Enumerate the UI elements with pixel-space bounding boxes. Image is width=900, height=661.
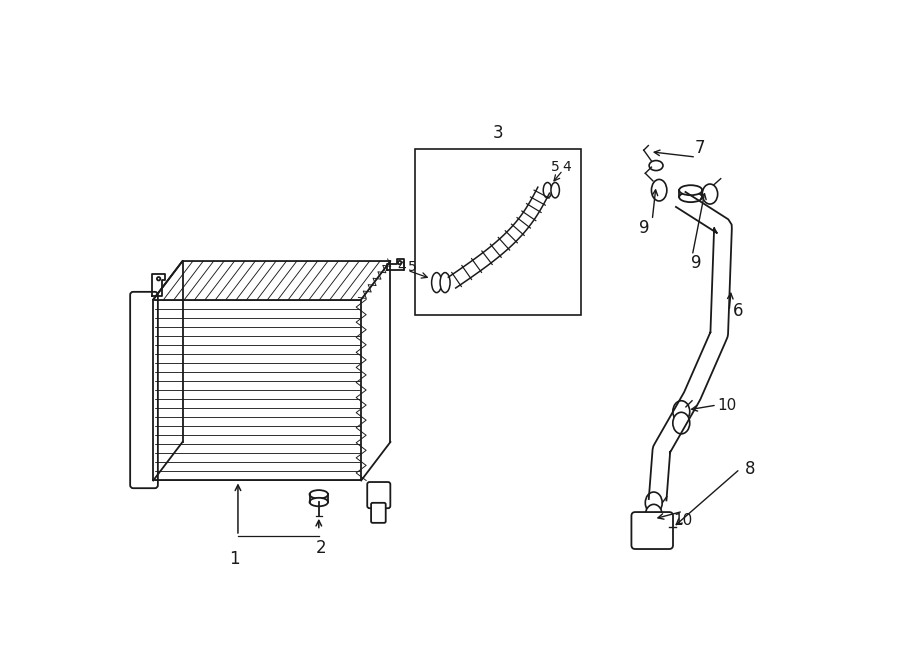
Text: 4: 4 (397, 260, 406, 274)
Ellipse shape (310, 498, 328, 506)
Text: 8: 8 (745, 460, 755, 478)
Ellipse shape (673, 401, 689, 422)
FancyBboxPatch shape (130, 292, 158, 488)
Text: 6: 6 (734, 302, 743, 320)
FancyBboxPatch shape (632, 512, 673, 549)
Ellipse shape (544, 182, 552, 198)
Ellipse shape (680, 192, 702, 202)
Text: 10: 10 (717, 397, 736, 412)
Text: 10: 10 (673, 513, 693, 528)
Ellipse shape (649, 161, 663, 171)
Text: 7: 7 (695, 139, 706, 157)
Text: 2: 2 (316, 539, 327, 557)
Ellipse shape (440, 272, 450, 293)
Ellipse shape (551, 182, 560, 198)
FancyBboxPatch shape (371, 503, 386, 523)
Ellipse shape (702, 184, 717, 204)
Text: 5: 5 (408, 260, 417, 274)
FancyBboxPatch shape (367, 482, 391, 508)
Ellipse shape (673, 412, 689, 434)
Ellipse shape (432, 272, 442, 293)
Text: 3: 3 (492, 124, 503, 141)
Ellipse shape (645, 504, 662, 526)
Ellipse shape (645, 492, 662, 514)
Bar (415, 149, 580, 315)
Text: 4: 4 (562, 160, 572, 174)
Text: 1: 1 (229, 550, 239, 568)
Ellipse shape (680, 185, 702, 195)
Ellipse shape (310, 490, 328, 498)
Text: 9: 9 (639, 219, 650, 237)
Text: 5: 5 (551, 160, 560, 174)
Text: 9: 9 (691, 254, 701, 272)
Ellipse shape (652, 179, 667, 201)
